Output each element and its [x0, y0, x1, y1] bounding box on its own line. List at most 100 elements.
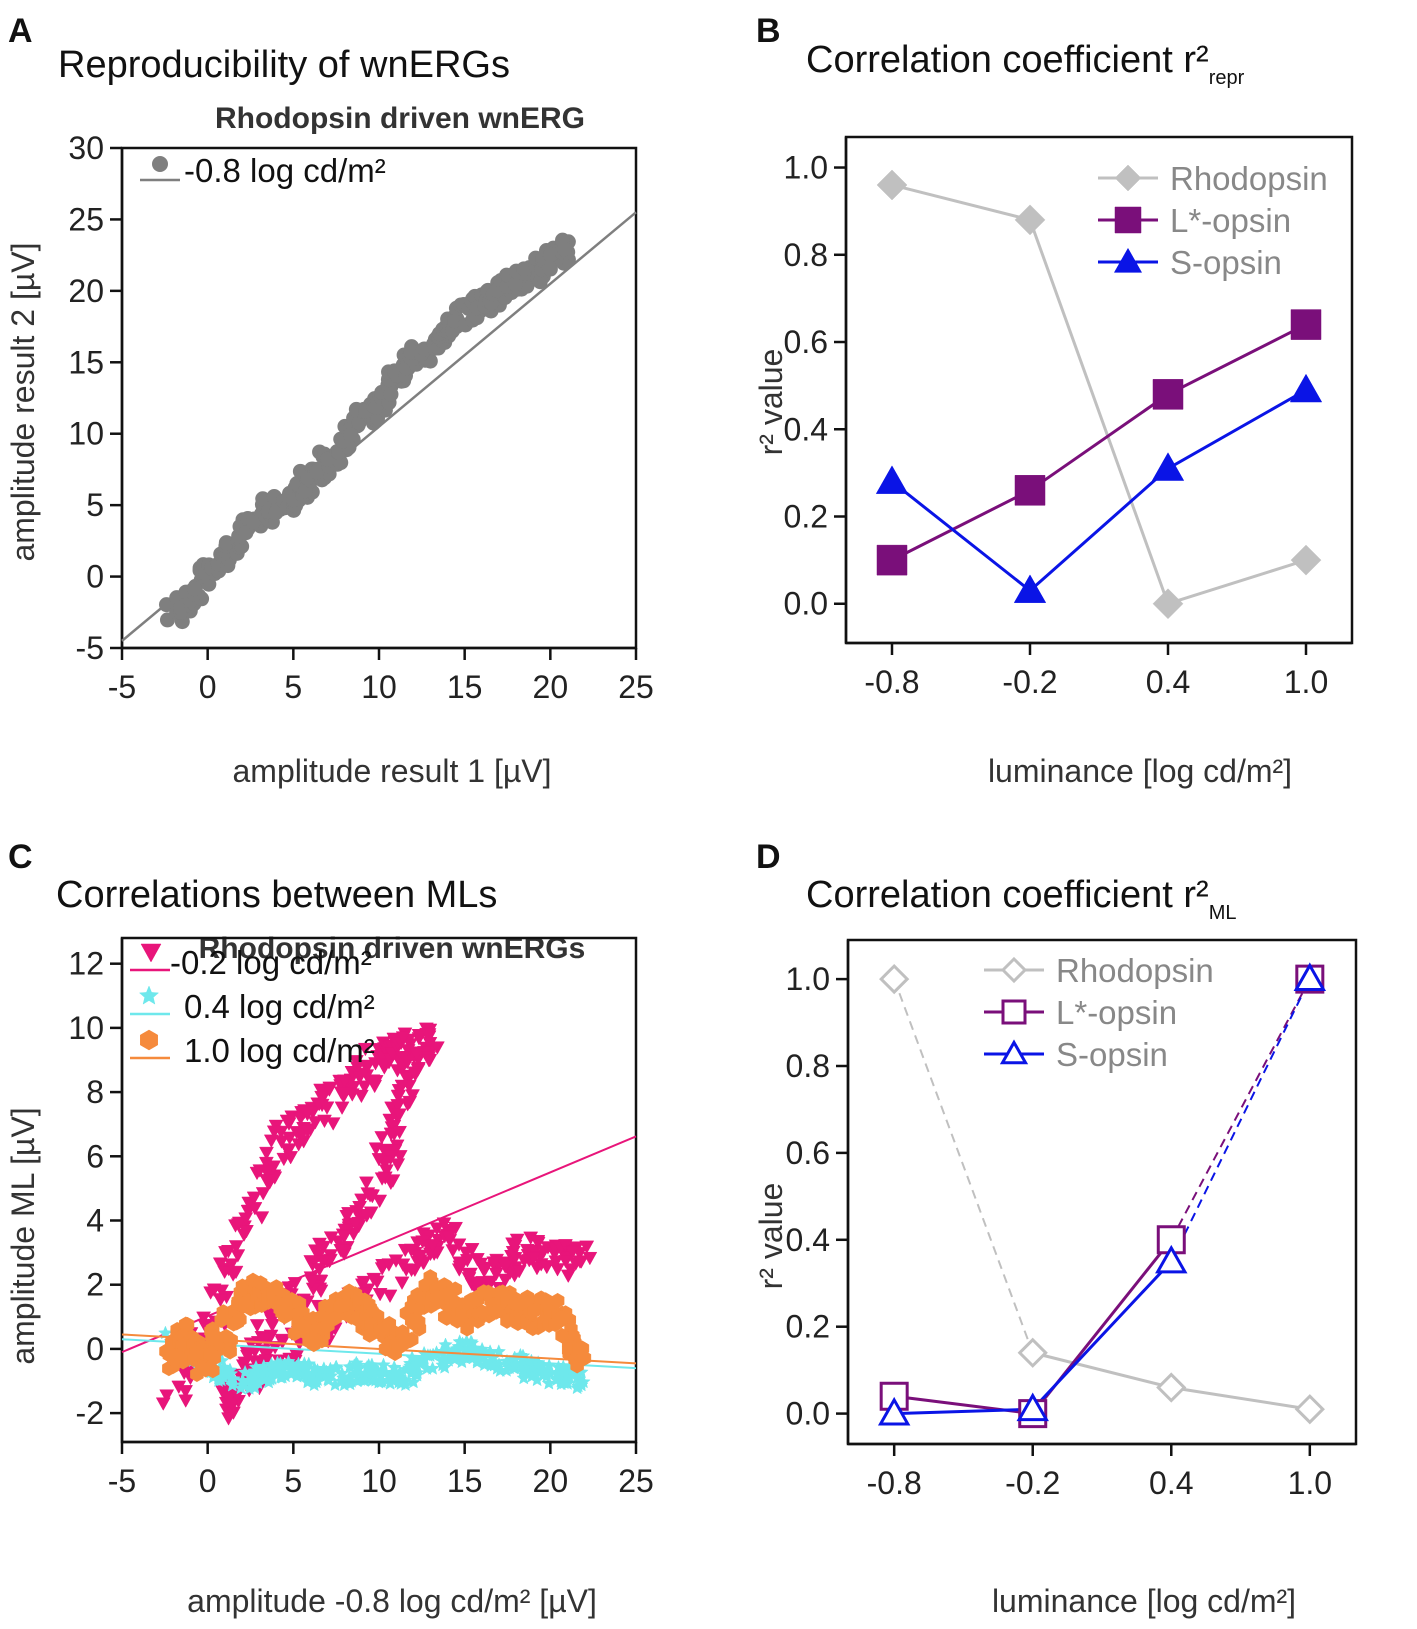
panel-d-x-tick-label: -0.2: [1005, 1465, 1060, 1501]
panel-c-data-point: [223, 1258, 239, 1272]
panel-a-legend-label: -0.8 log cd/m²: [184, 152, 386, 189]
panel-c-y-tick-label: 0: [86, 1331, 104, 1367]
panel-d-series-0-marker: [1156, 1372, 1187, 1403]
panel-c-data-point: [337, 1229, 352, 1244]
panel-c-data-point: [486, 1256, 502, 1270]
panel-d-series-2-marker: [1155, 1244, 1188, 1274]
panel-a-x-tick-label: -5: [108, 669, 136, 705]
panel-c-data-point: [382, 1289, 398, 1304]
panel-c-data-point: [348, 1055, 364, 1069]
panel-a-y-tick-label: -5: [76, 630, 104, 666]
panel-c-data-point: [322, 1081, 338, 1096]
panel-a-series-0-points: [158, 232, 576, 630]
panel-c-data-point: [497, 1260, 513, 1274]
panel-c-data-point: [213, 1293, 228, 1308]
panel-c-data-point: [404, 1313, 419, 1329]
panel-c-data-point: [464, 1243, 480, 1257]
panel-c-data-point: [577, 1350, 592, 1366]
panel-a-data-point: [542, 247, 558, 263]
panel-c-data-point: [509, 1233, 525, 1248]
panel-a-data-point: [187, 581, 203, 597]
panel-c-data-point: [335, 1244, 351, 1258]
panel-c-title: Correlations between MLs: [56, 874, 497, 916]
panel-c-data-point: [291, 1138, 307, 1152]
panel-c-data-point: [229, 1388, 245, 1403]
panel-c-data-point: [489, 1304, 504, 1320]
panel-c-data-point: [390, 1090, 406, 1104]
panel-a-data-point: [507, 276, 523, 292]
panel-d-series-1-marker: [879, 1381, 909, 1411]
panel-c-data-point: [383, 1127, 399, 1142]
panel-b-legend-label: L*-opsin: [1170, 202, 1291, 239]
panel-c-data-point: [400, 1098, 416, 1112]
panel-c-legend-label: 1.0 log cd/m²: [184, 1032, 375, 1069]
panel-b-series-2-segment: [1167, 388, 1307, 470]
panel-c-data-point: [323, 1368, 339, 1383]
panel-c-data-point: [365, 1076, 381, 1090]
panel-b-series-1-marker: [1014, 475, 1046, 506]
panel-c-data-point: [198, 1361, 213, 1378]
panel-b-series-1-marker: [1290, 309, 1322, 340]
panel-d-series-2-segment: [1031, 1260, 1173, 1411]
panel-b-series-0-marker: [1290, 544, 1322, 576]
panel-c-data-point: [307, 1244, 323, 1258]
panel-d-series-0-segment: [1032, 1351, 1172, 1389]
panel-c-series-1-points: [158, 1325, 591, 1395]
panel-c-data-point: [470, 1276, 486, 1290]
panel-c-data-point: [452, 1256, 467, 1270]
panel-c-data-point: [359, 1176, 374, 1190]
panel-c-data-point: [441, 1230, 457, 1245]
panel-b-y-tick-label: 0.6: [784, 324, 828, 360]
panel-c-legend-marker: [138, 985, 160, 1005]
panel-c-data-point: [221, 1392, 237, 1406]
panel-c-data-point: [392, 1125, 408, 1140]
panel-b-ylabel: r² value: [753, 349, 789, 456]
panel-c-ylabel: amplitude ML [µV]: [5, 1107, 41, 1364]
panel-c-data-point: [276, 1152, 292, 1167]
panel-a-y-tick-label: 15: [68, 344, 104, 380]
panel-c-y-tick-label: 4: [86, 1202, 104, 1238]
panel-c-data-point: [246, 1191, 262, 1205]
panel-c-data-point: [312, 1263, 327, 1277]
panel-c-y-tick-label: 10: [68, 1010, 104, 1046]
panel-c-data-point: [404, 1263, 419, 1278]
panel-b-y-tick-label: 0.8: [784, 237, 828, 273]
panel-c-data-point: [281, 1354, 296, 1368]
panel-d-legend-marker: [999, 1039, 1029, 1065]
panel-a-data-point: [383, 386, 399, 402]
panel-c-data-point: [529, 1262, 545, 1276]
panel-c-data-point: [337, 1074, 352, 1088]
panel-a-title: Reproducibility of wnERGs: [58, 44, 510, 86]
panel-c-data-point: [238, 1225, 254, 1239]
panel-c-data-point: [206, 1347, 221, 1364]
panel-c-data-point: [582, 1251, 598, 1266]
panel-b-series-2-marker: [1289, 373, 1323, 403]
panel-b-x-tick-label: -0.8: [864, 664, 919, 700]
panel-b-plot: 0.0 0.2 0.4 0.6 0.8 1.0 -0.8 -0.2 0.4 1.0 Rhodopsi…: [784, 135, 1354, 700]
panel-c-data-point: [382, 1113, 398, 1128]
panel-b-series-2-segment: [891, 480, 1031, 592]
panel-c-data-point: [307, 1116, 323, 1130]
panel-c-data-point: [555, 1327, 569, 1344]
panel-b-y-tick-label: 1.0: [784, 150, 828, 186]
panel-c-data-point: [417, 1350, 432, 1365]
panel-c-data-point: [476, 1264, 492, 1278]
panel-c-data-point: [306, 1373, 322, 1388]
panel-c-data-point: [178, 1385, 193, 1399]
panel-c-data-point: [300, 1124, 316, 1138]
panel-c-data-point: [225, 1371, 241, 1386]
panel-c-label: C: [8, 838, 33, 876]
panel-c-x-tick-label: -5: [108, 1463, 136, 1499]
panel-d-series-0-segment: [1171, 1386, 1311, 1411]
panel-c-data-point: [196, 1311, 212, 1325]
panel-c-data-point: [281, 1281, 297, 1295]
panel-b-title-sub: repr: [1209, 67, 1245, 89]
panel-c-data-point: [467, 1340, 482, 1355]
panel-c-data-point: [328, 1359, 344, 1374]
panel-a-data-point: [556, 241, 572, 257]
panel-c-data-point: [558, 1239, 573, 1253]
panel-a-y-tick-label: 20: [68, 273, 104, 309]
panel-d-y-tick-label: 0.0: [786, 1396, 830, 1432]
panel-a-x-tick-label: 20: [533, 669, 569, 705]
